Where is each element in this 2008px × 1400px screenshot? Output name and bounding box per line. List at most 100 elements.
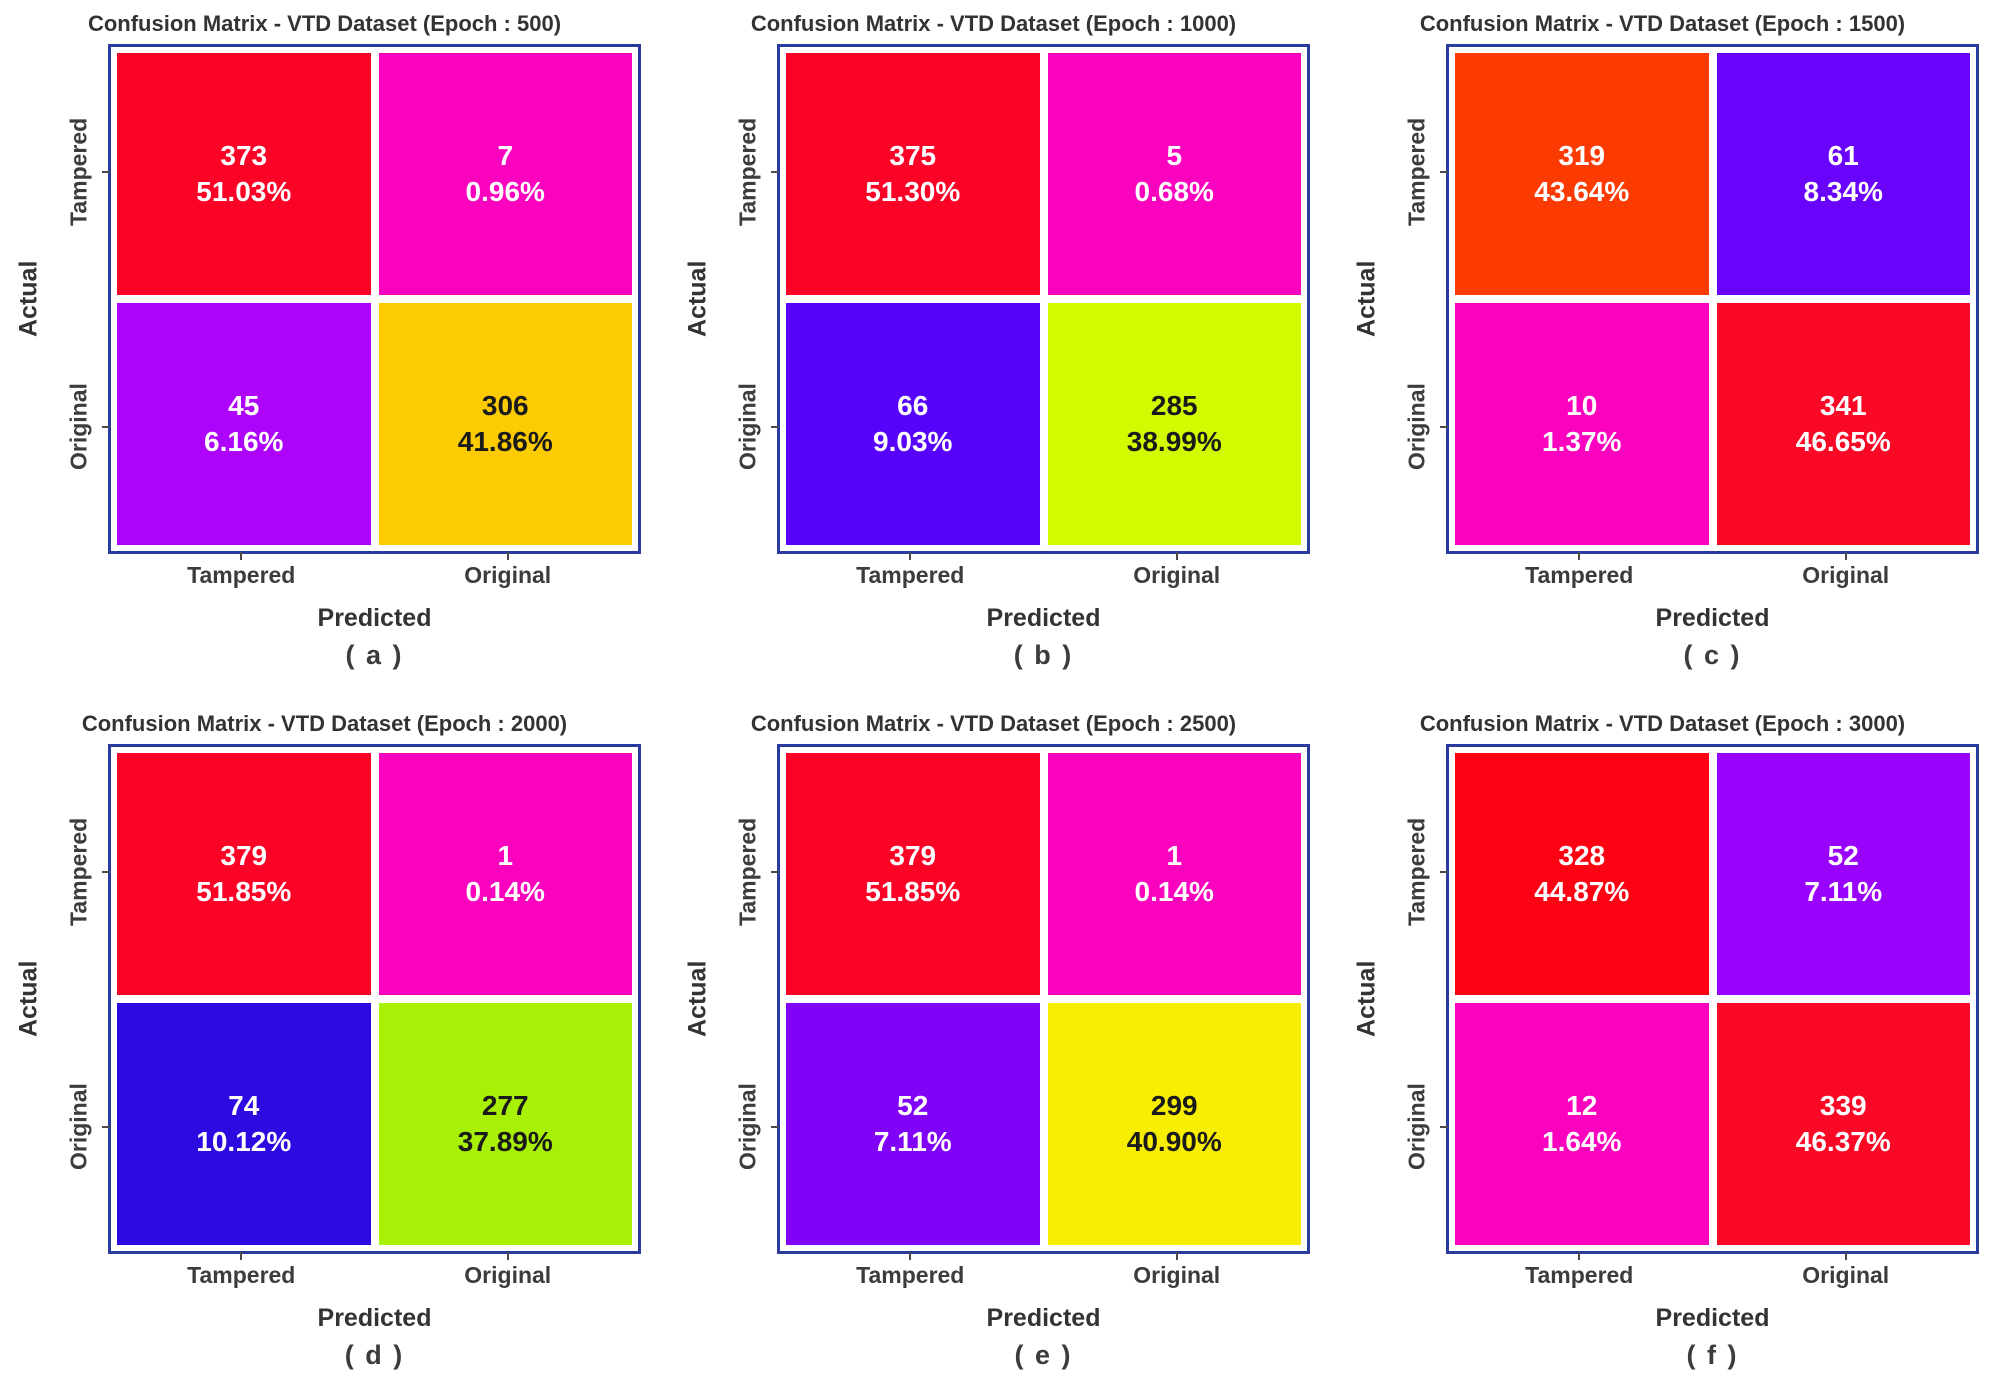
confusion-matrix-panel-1: Confusion Matrix - VTD Dataset (Epoch : … xyxy=(669,0,1338,700)
cell-count: 12 xyxy=(1566,1089,1598,1121)
x-axis-ticks: Tampered Original xyxy=(777,552,1310,596)
confusion-matrix-panel-5: Confusion Matrix - VTD Dataset (Epoch : … xyxy=(1338,700,2007,1400)
cell-actual-original-pred-tampered: 12 1.64% xyxy=(1455,1003,1709,1245)
cell-percent: 43.64% xyxy=(1534,176,1630,207)
x-tick-original: Original xyxy=(1802,1261,1890,1288)
cell-percent: 37.89% xyxy=(457,1126,553,1157)
cell-count: 328 xyxy=(1558,839,1606,871)
cell-actual-original-pred-tampered: 45 6.16% xyxy=(117,303,371,545)
cell-actual-original-pred-original: 339 46.37% xyxy=(1716,1003,1970,1245)
y-axis-ticks: Tampered Original xyxy=(719,744,779,1254)
heatmap-plot-area: 375 51.30% 5 0.68% 66 9.03% 285 38.99% xyxy=(777,44,1310,554)
cell-count: 379 xyxy=(889,839,937,871)
y-tick-original: Original xyxy=(734,383,761,470)
x-axis-ticks: Tampered Original xyxy=(777,1252,1310,1296)
x-axis-label: Predicted xyxy=(986,603,1101,632)
cell-percent: 7.11% xyxy=(1804,876,1883,907)
y-tick-tampered: Tampered xyxy=(1403,817,1430,926)
cell-percent: 46.37% xyxy=(1795,1126,1891,1157)
x-axis-label: Predicted xyxy=(986,1303,1101,1332)
x-axis-ticks: Tampered Original xyxy=(1446,1252,1979,1296)
heatmap-plot-area: 319 43.64% 61 8.34% 10 1.37% 341 46.65% xyxy=(1446,44,1979,554)
y-tick-tampered: Tampered xyxy=(734,817,761,926)
subfigure-caption: ( c ) xyxy=(1683,640,1742,670)
cell-percent: 8.34% xyxy=(1803,176,1883,207)
cell-actual-tampered-pred-original: 52 7.11% xyxy=(1716,753,1970,995)
cell-count: 52 xyxy=(897,1089,929,1121)
cell-actual-original-pred-original: 277 37.89% xyxy=(378,1003,632,1245)
x-axis-label: Predicted xyxy=(317,603,432,632)
cell-percent: 40.90% xyxy=(1126,1126,1222,1157)
cell-actual-tampered-pred-tampered: 375 51.30% xyxy=(786,53,1040,295)
subfigure-caption: ( a ) xyxy=(345,640,404,670)
chart-title: Confusion Matrix - VTD Dataset (Epoch : … xyxy=(1419,11,1906,36)
cell-actual-tampered-pred-original: 61 8.34% xyxy=(1716,53,1970,295)
y-tick-tampered: Tampered xyxy=(65,817,92,926)
y-axis-label: Actual xyxy=(14,960,43,1038)
x-tick-original: Original xyxy=(464,561,552,588)
x-tick-tampered: Tampered xyxy=(1525,1261,1634,1288)
cell-percent: 6.16% xyxy=(204,426,284,457)
heatmap-plot-area: 328 44.87% 52 7.11% 12 1.64% 339 46.37% xyxy=(1446,744,1979,1254)
cell-percent: 51.03% xyxy=(196,176,292,207)
x-tick-tampered: Tampered xyxy=(856,561,965,588)
confusion-matrix-panel-2: Confusion Matrix - VTD Dataset (Epoch : … xyxy=(1338,0,2007,700)
cell-count: 277 xyxy=(481,1089,529,1121)
x-axis-label: Predicted xyxy=(317,1303,432,1332)
cell-actual-original-pred-tampered: 52 7.11% xyxy=(786,1003,1040,1245)
cell-percent: 1.37% xyxy=(1542,426,1622,457)
cell-actual-tampered-pred-tampered: 379 51.85% xyxy=(117,753,371,995)
cell-percent: 46.65% xyxy=(1795,426,1891,457)
x-tick-tampered: Tampered xyxy=(1525,561,1634,588)
x-tick-tampered: Tampered xyxy=(187,1261,296,1288)
chart-title: Confusion Matrix - VTD Dataset (Epoch : … xyxy=(1419,711,1906,736)
y-tick-original: Original xyxy=(65,1083,92,1170)
cell-percent: 7.11% xyxy=(873,1126,952,1157)
cell-count: 1 xyxy=(497,839,514,871)
y-axis-ticks: Tampered Original xyxy=(50,44,110,554)
y-axis-label: Actual xyxy=(14,260,43,338)
confusion-matrix-panel-0: Confusion Matrix - VTD Dataset (Epoch : … xyxy=(0,0,669,700)
y-tick-tampered: Tampered xyxy=(734,117,761,226)
cell-count: 285 xyxy=(1150,389,1198,421)
y-axis-ticks: Tampered Original xyxy=(1388,744,1448,1254)
cell-count: 375 xyxy=(889,139,937,171)
cell-count: 379 xyxy=(220,839,268,871)
cell-percent: 51.85% xyxy=(196,876,292,907)
y-axis-ticks: Tampered Original xyxy=(50,744,110,1254)
y-axis-label: Actual xyxy=(683,260,712,338)
y-tick-tampered: Tampered xyxy=(1403,117,1430,226)
cell-actual-original-pred-original: 341 46.65% xyxy=(1716,303,1970,545)
cell-count: 319 xyxy=(1558,139,1606,171)
y-axis-label: Actual xyxy=(1352,960,1381,1038)
cell-percent: 0.14% xyxy=(465,876,545,907)
heatmap-plot-area: 379 51.85% 1 0.14% 52 7.11% 299 40.90% xyxy=(777,744,1310,1254)
cell-actual-tampered-pred-original: 5 0.68% xyxy=(1047,53,1301,295)
y-axis-ticks: Tampered Original xyxy=(719,44,779,554)
cell-percent: 0.96% xyxy=(465,176,545,207)
cell-count: 10 xyxy=(1566,389,1598,421)
cell-actual-original-pred-tampered: 74 10.12% xyxy=(117,1003,371,1245)
cell-count: 299 xyxy=(1150,1089,1198,1121)
x-axis-ticks: Tampered Original xyxy=(108,552,641,596)
cell-percent: 41.86% xyxy=(457,426,553,457)
y-tick-original: Original xyxy=(734,1083,761,1170)
cell-count: 306 xyxy=(481,389,529,421)
subfigure-caption: ( f ) xyxy=(1686,1340,1739,1370)
cell-count: 1 xyxy=(1166,839,1183,871)
x-tick-tampered: Tampered xyxy=(856,1261,965,1288)
x-tick-original: Original xyxy=(464,1261,552,1288)
y-tick-original: Original xyxy=(1403,1083,1430,1170)
cell-count: 341 xyxy=(1819,389,1867,421)
cell-actual-original-pred-tampered: 10 1.37% xyxy=(1455,303,1709,545)
cell-count: 66 xyxy=(897,389,929,421)
chart-title: Confusion Matrix - VTD Dataset (Epoch : … xyxy=(87,11,562,36)
cell-percent: 38.99% xyxy=(1126,426,1222,457)
x-tick-original: Original xyxy=(1133,561,1221,588)
cell-count: 61 xyxy=(1827,139,1859,171)
x-tick-original: Original xyxy=(1802,561,1890,588)
cell-actual-tampered-pred-tampered: 328 44.87% xyxy=(1455,753,1709,995)
cell-percent: 9.03% xyxy=(873,426,953,457)
cell-actual-original-pred-original: 299 40.90% xyxy=(1047,1003,1301,1245)
